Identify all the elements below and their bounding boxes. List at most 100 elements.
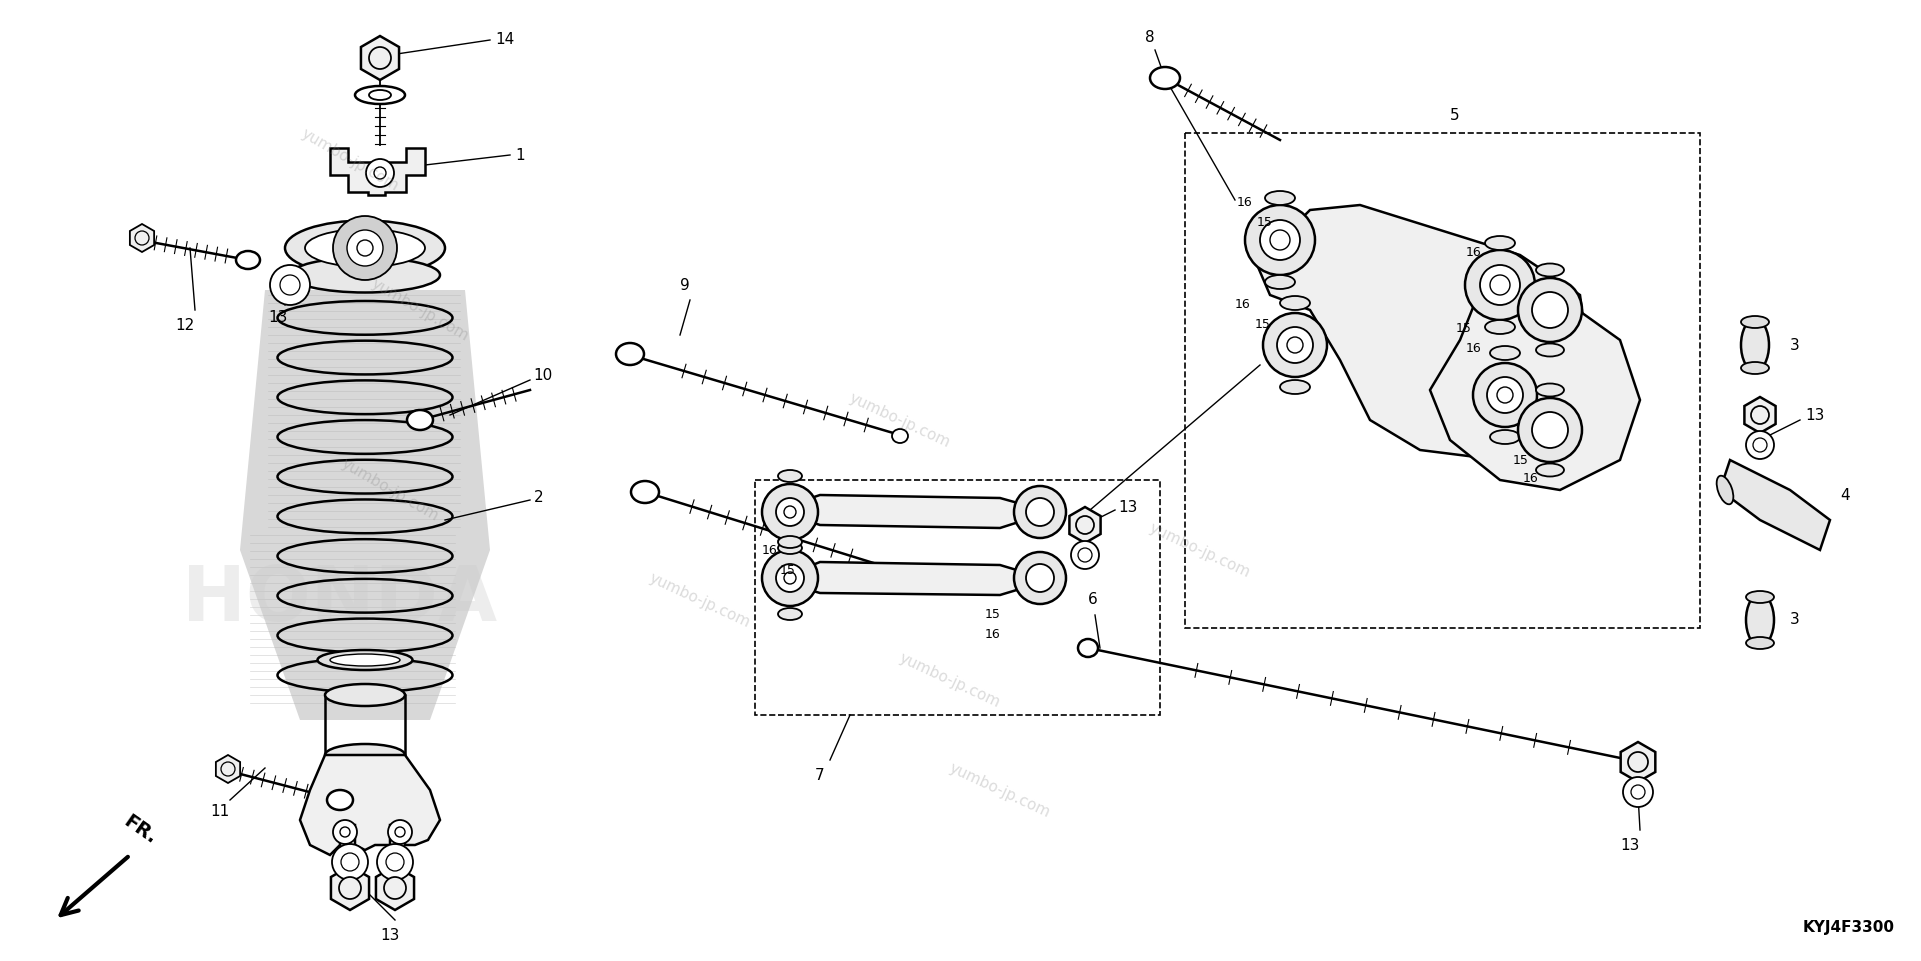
- Text: 16: 16: [763, 544, 778, 556]
- Text: yumbo-jp.com: yumbo-jp.com: [647, 570, 753, 630]
- Ellipse shape: [317, 650, 413, 670]
- Ellipse shape: [1485, 236, 1516, 250]
- Text: 13: 13: [380, 927, 400, 943]
- Ellipse shape: [305, 229, 425, 267]
- Text: 16: 16: [1523, 472, 1539, 484]
- Circle shape: [386, 853, 403, 871]
- Circle shape: [1245, 205, 1316, 275]
- Circle shape: [332, 844, 369, 880]
- Text: 3: 3: [1790, 337, 1800, 353]
- Ellipse shape: [325, 744, 405, 766]
- Circle shape: [1287, 337, 1302, 353]
- Ellipse shape: [1279, 296, 1310, 310]
- Polygon shape: [215, 755, 240, 783]
- Ellipse shape: [236, 251, 259, 269]
- Circle shape: [1533, 292, 1568, 328]
- Ellipse shape: [1537, 383, 1564, 397]
- Ellipse shape: [1746, 594, 1773, 646]
- Ellipse shape: [1485, 320, 1516, 334]
- Ellipse shape: [778, 608, 801, 620]
- Circle shape: [1270, 230, 1291, 250]
- Text: HONDA: HONDA: [182, 563, 498, 637]
- Circle shape: [776, 498, 805, 526]
- Text: 14: 14: [496, 33, 515, 47]
- Ellipse shape: [355, 86, 405, 104]
- Ellipse shape: [1279, 380, 1310, 394]
- Text: yumbo-jp.com: yumbo-jp.com: [338, 456, 442, 524]
- Circle shape: [396, 827, 405, 837]
- Circle shape: [1277, 327, 1312, 363]
- Text: 16: 16: [1235, 299, 1251, 311]
- Polygon shape: [300, 755, 440, 855]
- Ellipse shape: [284, 220, 446, 276]
- Circle shape: [1623, 777, 1652, 807]
- Polygon shape: [1429, 290, 1641, 490]
- Circle shape: [1627, 752, 1648, 772]
- Circle shape: [1076, 516, 1093, 534]
- Circle shape: [1262, 313, 1327, 377]
- Polygon shape: [1621, 742, 1656, 782]
- Text: 9: 9: [680, 278, 690, 292]
- Circle shape: [377, 844, 413, 880]
- Ellipse shape: [1740, 319, 1769, 371]
- Polygon shape: [240, 290, 490, 720]
- Circle shape: [776, 564, 805, 592]
- Circle shape: [348, 230, 382, 266]
- Polygon shape: [1744, 397, 1775, 433]
- Circle shape: [1491, 275, 1510, 295]
- Text: 16: 16: [1466, 341, 1481, 355]
- Polygon shape: [1719, 460, 1831, 550]
- Text: 6: 6: [1087, 593, 1097, 607]
- Polygon shape: [1254, 205, 1591, 460]
- Text: 13: 13: [1806, 407, 1825, 423]
- Ellipse shape: [778, 542, 801, 554]
- Ellipse shape: [1740, 362, 1769, 374]
- Text: 5: 5: [1450, 108, 1460, 122]
- Text: 13: 13: [1619, 837, 1639, 852]
- Circle shape: [221, 762, 234, 776]
- Text: 8: 8: [1145, 31, 1155, 45]
- Text: 16: 16: [1466, 247, 1481, 259]
- Polygon shape: [774, 495, 1051, 528]
- Ellipse shape: [778, 536, 801, 548]
- Circle shape: [1466, 250, 1535, 320]
- Text: 1: 1: [515, 147, 524, 162]
- Text: KYJ4F3300: KYJ4F3300: [1804, 920, 1894, 935]
- Text: 16: 16: [985, 628, 1001, 642]
- Circle shape: [1631, 785, 1644, 799]
- Text: yumbo-jp.com: yumbo-jp.com: [947, 760, 1053, 820]
- Ellipse shape: [330, 654, 400, 666]
- Ellipse shape: [369, 90, 392, 100]
- Circle shape: [1072, 541, 1099, 569]
- Circle shape: [1260, 220, 1301, 260]
- Text: 13: 13: [1118, 500, 1137, 514]
- Circle shape: [1014, 486, 1066, 538]
- Ellipse shape: [407, 410, 432, 430]
- Circle shape: [763, 484, 818, 540]
- Circle shape: [375, 167, 386, 179]
- Circle shape: [1746, 431, 1773, 459]
- Polygon shape: [361, 36, 400, 80]
- Ellipse shape: [327, 790, 353, 810]
- Circle shape: [388, 820, 411, 844]
- Text: FR.: FR.: [119, 812, 159, 848]
- Text: 11: 11: [209, 804, 229, 820]
- Circle shape: [784, 506, 795, 518]
- Text: 12: 12: [175, 317, 194, 333]
- Ellipse shape: [1491, 430, 1520, 444]
- Circle shape: [1487, 377, 1523, 413]
- Ellipse shape: [617, 343, 644, 365]
- Text: yumbo-jp.com: yumbo-jp.com: [369, 276, 471, 344]
- Bar: [755, 480, 1160, 715]
- Circle shape: [280, 275, 300, 295]
- Circle shape: [369, 47, 392, 69]
- Text: 15: 15: [1456, 322, 1471, 334]
- Text: yumbo-jp.com: yumbo-jp.com: [1147, 520, 1252, 580]
- Circle shape: [784, 572, 795, 584]
- Circle shape: [1473, 363, 1537, 427]
- Text: yumbo-jp.com: yumbo-jp.com: [847, 390, 953, 450]
- Ellipse shape: [1746, 637, 1773, 649]
- Circle shape: [1026, 564, 1055, 592]
- Circle shape: [1752, 406, 1769, 424]
- Polygon shape: [330, 148, 425, 195]
